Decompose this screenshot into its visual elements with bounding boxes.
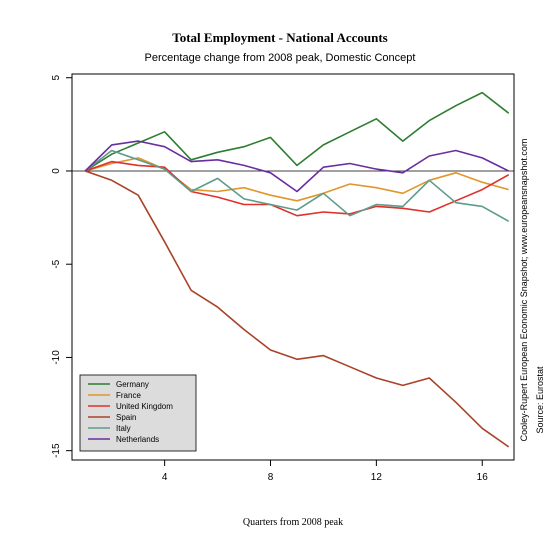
x-axis-label: Quarters from 2008 peak xyxy=(243,517,343,528)
x-tick-label: 12 xyxy=(371,472,383,483)
plot-area: 4 8 12 16 5 0 -5 -10 -15 xyxy=(51,73,515,483)
series-line-italy xyxy=(84,149,510,222)
y-tick-label: -5 xyxy=(51,259,62,268)
plot-frame xyxy=(71,73,515,461)
legend-label-italy: Italy xyxy=(116,424,131,433)
legend-label-united-kingdom: United Kingdom xyxy=(116,402,173,411)
legend-label-netherlands: Netherlands xyxy=(116,435,159,444)
y-tick-label: -15 xyxy=(51,443,62,458)
source-note-snapshot: Cooley-Rupert European Economic Snapshot… xyxy=(519,139,529,442)
x-tick-label: 8 xyxy=(268,472,274,483)
series-line-spain xyxy=(84,170,510,448)
series-line-united-kingdom xyxy=(84,160,510,217)
x-tick-label: 16 xyxy=(477,472,489,483)
legend: Germany France United Kingdom Spain Italy Net… xyxy=(79,374,197,452)
series-line-germany xyxy=(84,91,510,172)
x-tick-label: 4 xyxy=(162,472,168,483)
legend-label-france: France xyxy=(116,391,141,400)
y-tick-label: 5 xyxy=(51,75,62,81)
chart-title: Total Employment - National Accounts xyxy=(172,30,387,45)
legend-label-spain: Spain xyxy=(116,413,136,422)
source-note-eurostat: Source: Eurostat xyxy=(535,366,545,434)
chart-subtitle: Percentage change from 2008 peak, Domest… xyxy=(145,52,416,64)
y-tick-label: 0 xyxy=(51,168,62,174)
series-line-netherlands xyxy=(84,140,510,193)
legend-label-germany: Germany xyxy=(116,380,149,389)
y-tick-label: -10 xyxy=(51,350,62,365)
